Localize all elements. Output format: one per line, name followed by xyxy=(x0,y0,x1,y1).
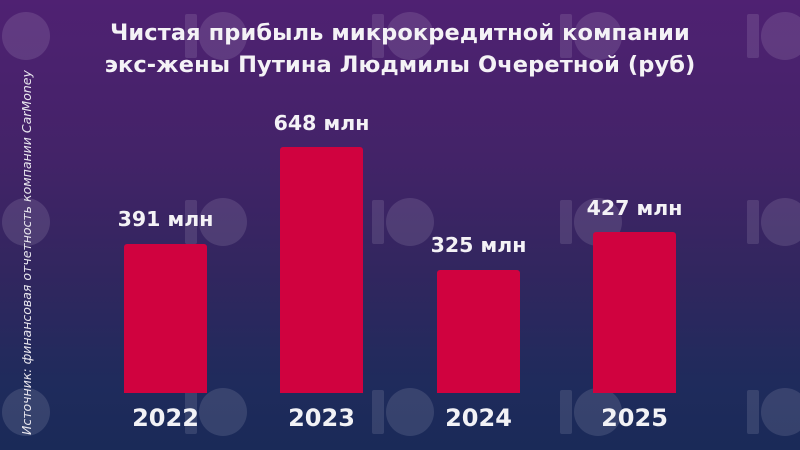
bar-column-2022: 391 млн 2022 xyxy=(118,0,214,432)
year-label: 2022 xyxy=(132,404,199,432)
bar-2023 xyxy=(280,147,363,393)
bar-2024 xyxy=(437,270,520,393)
bar-2025 xyxy=(593,232,676,393)
bar-2022 xyxy=(124,244,207,393)
bar-value-label: 325 млн xyxy=(430,233,527,257)
chart-title: Чистая прибыль микрокредитной компании э… xyxy=(0,17,800,81)
year-label: 2024 xyxy=(445,404,512,432)
bar-value-label: 427 млн xyxy=(586,196,683,220)
chart-title-line-2: экс-жены Путина Людмилы Очеретной (руб) xyxy=(104,52,696,78)
bar-value-label: 391 млн xyxy=(117,207,214,231)
year-label: 2025 xyxy=(601,404,668,432)
bar-column-2024: 325 млн 2024 xyxy=(431,0,527,432)
chart-title-line-1: Чистая прибыль микрокредитной компании xyxy=(110,20,690,46)
bar-column-2023: 648 млн 2023 xyxy=(274,0,370,432)
bar-column-2025: 427 млн 2025 xyxy=(587,0,683,432)
bar-value-label: 648 млн xyxy=(273,111,370,135)
year-label: 2023 xyxy=(288,404,355,432)
